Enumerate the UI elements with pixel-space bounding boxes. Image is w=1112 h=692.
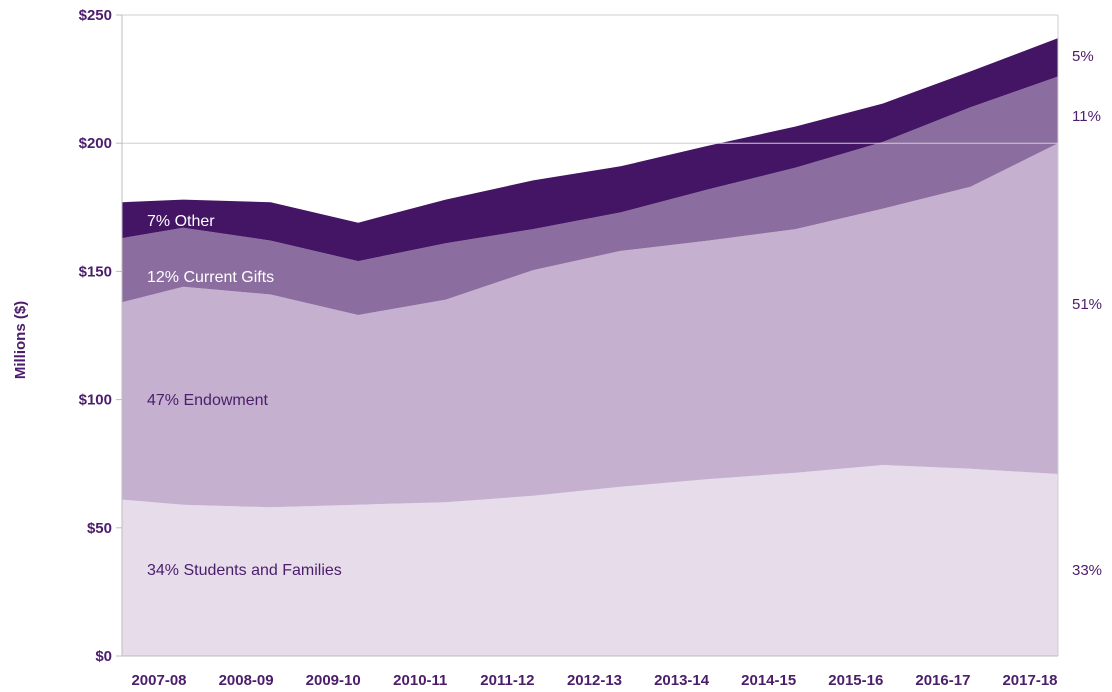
label-other: 7% Other [147, 213, 215, 230]
x-tick-label: 2013-14 [654, 672, 710, 689]
y-tick-label: $200 [79, 135, 112, 152]
area-students-and-families [122, 465, 1058, 656]
area-other [122, 38, 1058, 262]
y-tick-label: $0 [95, 648, 112, 665]
label-students-families: 34% Students and Families [147, 562, 342, 579]
label-endowment: 47% Endowment [147, 392, 269, 409]
end-label-endowment: 51% [1072, 296, 1102, 313]
end-label-other: 5% [1072, 48, 1094, 65]
y-tick-label: $50 [87, 520, 112, 537]
x-tick-label: 2017-18 [1002, 672, 1057, 689]
end-label-students-families: 33% [1072, 562, 1102, 579]
area-layer [122, 38, 1058, 656]
label-current-gifts: 12% Current Gifts [147, 269, 274, 286]
x-tick-label: 2015-16 [828, 672, 883, 689]
area-current-gifts [122, 76, 1058, 315]
x-tick-label: 2012-13 [567, 672, 622, 689]
end-label-current-gifts: 11% [1072, 108, 1101, 125]
x-tick-label: 2010-11 [393, 672, 447, 689]
y-axis-label: Millions ($) [12, 301, 29, 379]
x-tick-label: 2008-09 [219, 672, 274, 689]
x-tick-label: 2011-12 [480, 672, 534, 689]
area-endowment [122, 143, 1058, 508]
y-tick-label: $150 [79, 263, 112, 280]
y-axis: $0 $50 $100 $150 $200 $250 [79, 7, 1059, 665]
y-tick-label: $250 [79, 7, 112, 24]
x-tick-label: 2009-10 [306, 672, 361, 689]
x-tick-label: 2014-15 [741, 672, 796, 689]
x-axis: 2007-08 2008-09 2009-10 2010-11 2011-12 2012-… [122, 655, 1058, 689]
x-tick-label: 2016-17 [915, 672, 970, 689]
y-tick-label: $100 [79, 392, 112, 409]
x-tick-label: 2007-08 [131, 672, 186, 689]
